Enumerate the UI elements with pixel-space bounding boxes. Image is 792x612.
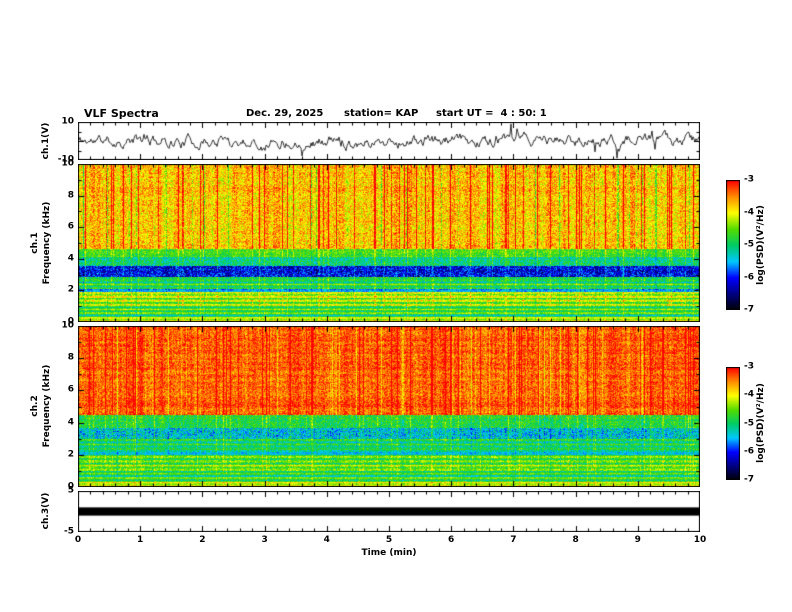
station-label: station= KAP (344, 108, 419, 119)
x-tick-label: 8 (572, 535, 579, 545)
ch3-wave-ytick-label: 5 (67, 485, 74, 496)
ch2-spec-ytick-label: 10 (61, 320, 74, 331)
colorbar2 (726, 367, 740, 480)
x-tick-label: 2 (199, 535, 206, 545)
ch1-wave-ytick-label: -10 (57, 154, 74, 165)
ch2-spectrogram-canvas (78, 326, 700, 487)
x-tick-label: 1 (137, 535, 144, 545)
x-tick-label: 10 (693, 535, 707, 545)
ch1-spectrogram-canvas (78, 164, 700, 322)
colorbar1-tick-label: -5 (744, 239, 754, 250)
ch1-voltage-axis-label: ch.1(V) (41, 122, 51, 160)
ch1-channel-axis-label: ch.1 (30, 232, 40, 254)
colorbar2-tick-label: -7 (744, 474, 754, 485)
ch1-spec-ytick-label: 6 (67, 221, 74, 232)
ch1-spec-ytick-label: 2 (67, 284, 74, 295)
ch2-spec-ytick-label: 0 (67, 481, 74, 492)
ch3-waveform-canvas (78, 491, 700, 532)
ch1-spec-ytick-label: 4 (67, 253, 74, 264)
colorbar1-tick-label: -6 (744, 272, 754, 282)
ch3-wave-ytick-label: -5 (64, 526, 74, 537)
x-tick-label: 7 (510, 535, 517, 545)
ch2-spec-ytick-label: 4 (67, 417, 74, 428)
ch1-waveform-canvas (78, 122, 700, 160)
ch2-channel-axis-label: ch.2 (30, 395, 40, 417)
ch2-frequency-axis-label: Frequency (kHz) (42, 364, 52, 448)
x-tick-label: 4 (323, 535, 330, 545)
colorbar1-tick-label: -4 (744, 207, 754, 217)
ch2-spec-ytick-label: 2 (67, 449, 74, 460)
colorbar2-axis-label: log(PSD)(V²/Hz) (756, 383, 766, 463)
start-ut-label: start UT = 4 : 50: 1 (436, 108, 547, 119)
colorbar2-tick-label: -5 (744, 418, 754, 428)
ch1-spec-ytick-label: 10 (61, 158, 74, 169)
ch2-spec-ytick-label: 6 (67, 384, 74, 395)
x-tick-label: 6 (448, 535, 455, 545)
ch1-spec-ytick-label: 8 (67, 190, 74, 201)
ch1-wave-ytick-label: 10 (61, 116, 74, 127)
colorbar2-tick-label: -3 (744, 361, 754, 372)
colorbar2-tick-label: -6 (744, 446, 754, 457)
x-tick-label: 3 (261, 535, 268, 545)
x-tick-label: 0 (74, 535, 82, 545)
x-tick-label: 9 (634, 535, 641, 545)
date-label: Dec. 29, 2025 (246, 108, 324, 119)
page-title: VLF Spectra (84, 107, 159, 120)
time-axis-label: Time (min) (361, 548, 417, 558)
colorbar1-tick-label: -7 (744, 304, 754, 315)
colorbar1-axis-label: log(PSD)(V²/Hz) (756, 205, 766, 285)
ch1-frequency-axis-label: Frequency (kHz) (42, 201, 52, 285)
ch2-spec-ytick-label: 8 (67, 352, 74, 363)
colorbar2-tick-label: -4 (744, 389, 754, 400)
colorbar1-tick-label: -3 (744, 174, 754, 185)
ch1-spec-ytick-label: 0 (67, 316, 74, 327)
ch3-voltage-axis-label: ch.3(V) (41, 492, 51, 530)
colorbar1 (726, 180, 740, 310)
x-tick-label: 5 (385, 535, 393, 545)
